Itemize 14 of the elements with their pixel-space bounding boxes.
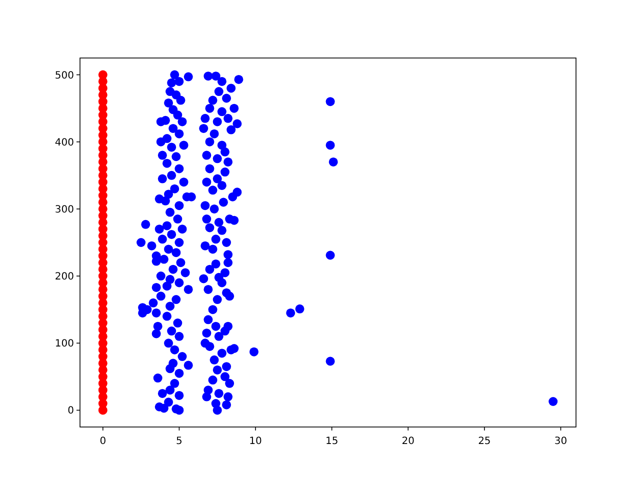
y-tick-label: 400 [54,137,74,148]
y-tick-label: 500 [54,70,74,82]
x-tick-label: 30 [554,436,568,447]
y-tick-label: 0 [68,406,74,417]
x-tick-label: 0 [100,436,106,447]
x-tick-label: 15 [325,436,338,447]
y-tick-label: 200 [54,272,74,283]
x-tick-label: 5 [176,436,182,447]
y-tick-label: 300 [54,204,74,216]
y-tick-label: 100 [54,338,74,350]
x-tick-label: 10 [249,436,262,447]
x-tick-label: 20 [402,436,414,447]
point [98,70,108,80]
x-tick-label: 25 [478,436,491,447]
